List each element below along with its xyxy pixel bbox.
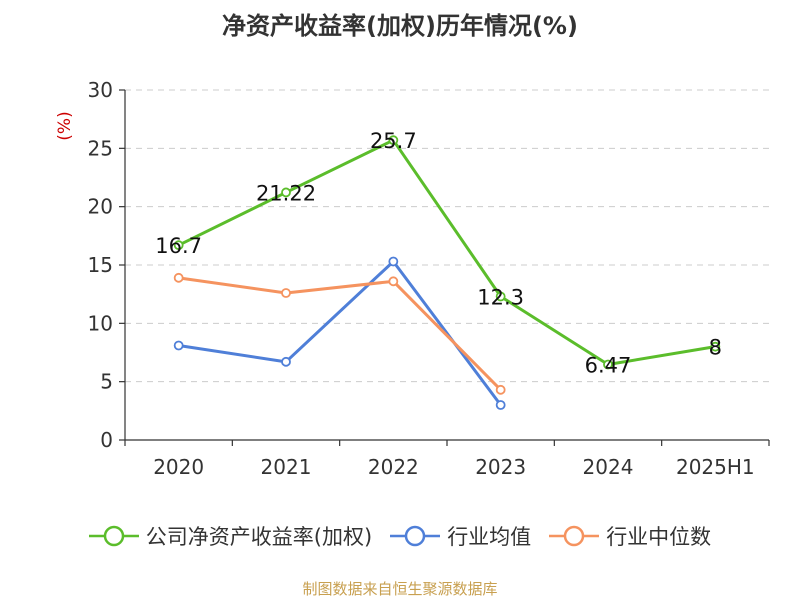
legend-symbol-median <box>549 525 600 547</box>
data-point <box>388 135 399 146</box>
data-point <box>173 340 184 351</box>
y-tick-label: 15 <box>88 253 113 277</box>
legend-symbol-mean <box>390 525 441 547</box>
x-tick-label: 2020 <box>153 455 204 479</box>
legend-item-industry-median[interactable]: 行业中位数 <box>549 521 711 551</box>
data-point <box>281 187 291 198</box>
x-tick-label: 2024 <box>583 455 634 479</box>
y-tick-label: 25 <box>88 136 113 160</box>
y-tick-label: 30 <box>88 78 113 102</box>
data-point <box>495 384 506 395</box>
x-tick-label: 2022 <box>368 455 419 479</box>
series-line <box>178 138 716 367</box>
data-point <box>281 356 291 367</box>
x-tick-label: 2025H1 <box>676 455 755 479</box>
data-point <box>495 400 506 410</box>
legend-label-median: 行业中位数 <box>606 525 712 549</box>
x-tick-label: 2021 <box>261 455 312 479</box>
y-tick-label: 20 <box>88 195 113 219</box>
data-label: 8 <box>709 336 722 360</box>
y-tick-label: 10 <box>88 311 113 335</box>
data-point <box>173 240 184 251</box>
y-axis-label: (%) <box>55 111 75 140</box>
legend-label-company: 公司净资产收益率(加权) <box>145 525 373 549</box>
chart-legend: 公司净资产收益率(加权) 行业均值 行业中位数 <box>0 518 800 554</box>
data-label: 25.7 <box>370 129 417 153</box>
x-tick-label: 2023 <box>475 455 526 479</box>
data-label: 12.3 <box>477 286 524 310</box>
data-point <box>388 276 399 287</box>
data-label: 16.7 <box>155 234 202 258</box>
y-tick-label: 5 <box>100 370 113 394</box>
chart-title: 净资产收益率(加权)历年情况(%) <box>222 12 578 40</box>
legend-symbol-company <box>88 525 139 547</box>
source-note: 制图数据来自恒生聚源数据库 <box>302 580 498 598</box>
data-point <box>173 272 184 283</box>
legend-label-mean: 行业均值 <box>447 525 532 549</box>
series-line <box>178 276 502 391</box>
data-point <box>603 359 613 370</box>
data-point <box>710 341 721 352</box>
legend-item-company-roe[interactable]: 公司净资产收益率(加权) <box>88 521 373 551</box>
legend-item-industry-mean[interactable]: 行业均值 <box>390 521 531 551</box>
data-point <box>495 291 506 302</box>
data-label: 6.47 <box>585 354 632 378</box>
data-point <box>281 288 291 298</box>
data-label: 21.22 <box>256 181 316 205</box>
series-line <box>178 260 502 406</box>
data-point <box>388 256 399 267</box>
y-tick-label: 0 <box>100 428 113 452</box>
